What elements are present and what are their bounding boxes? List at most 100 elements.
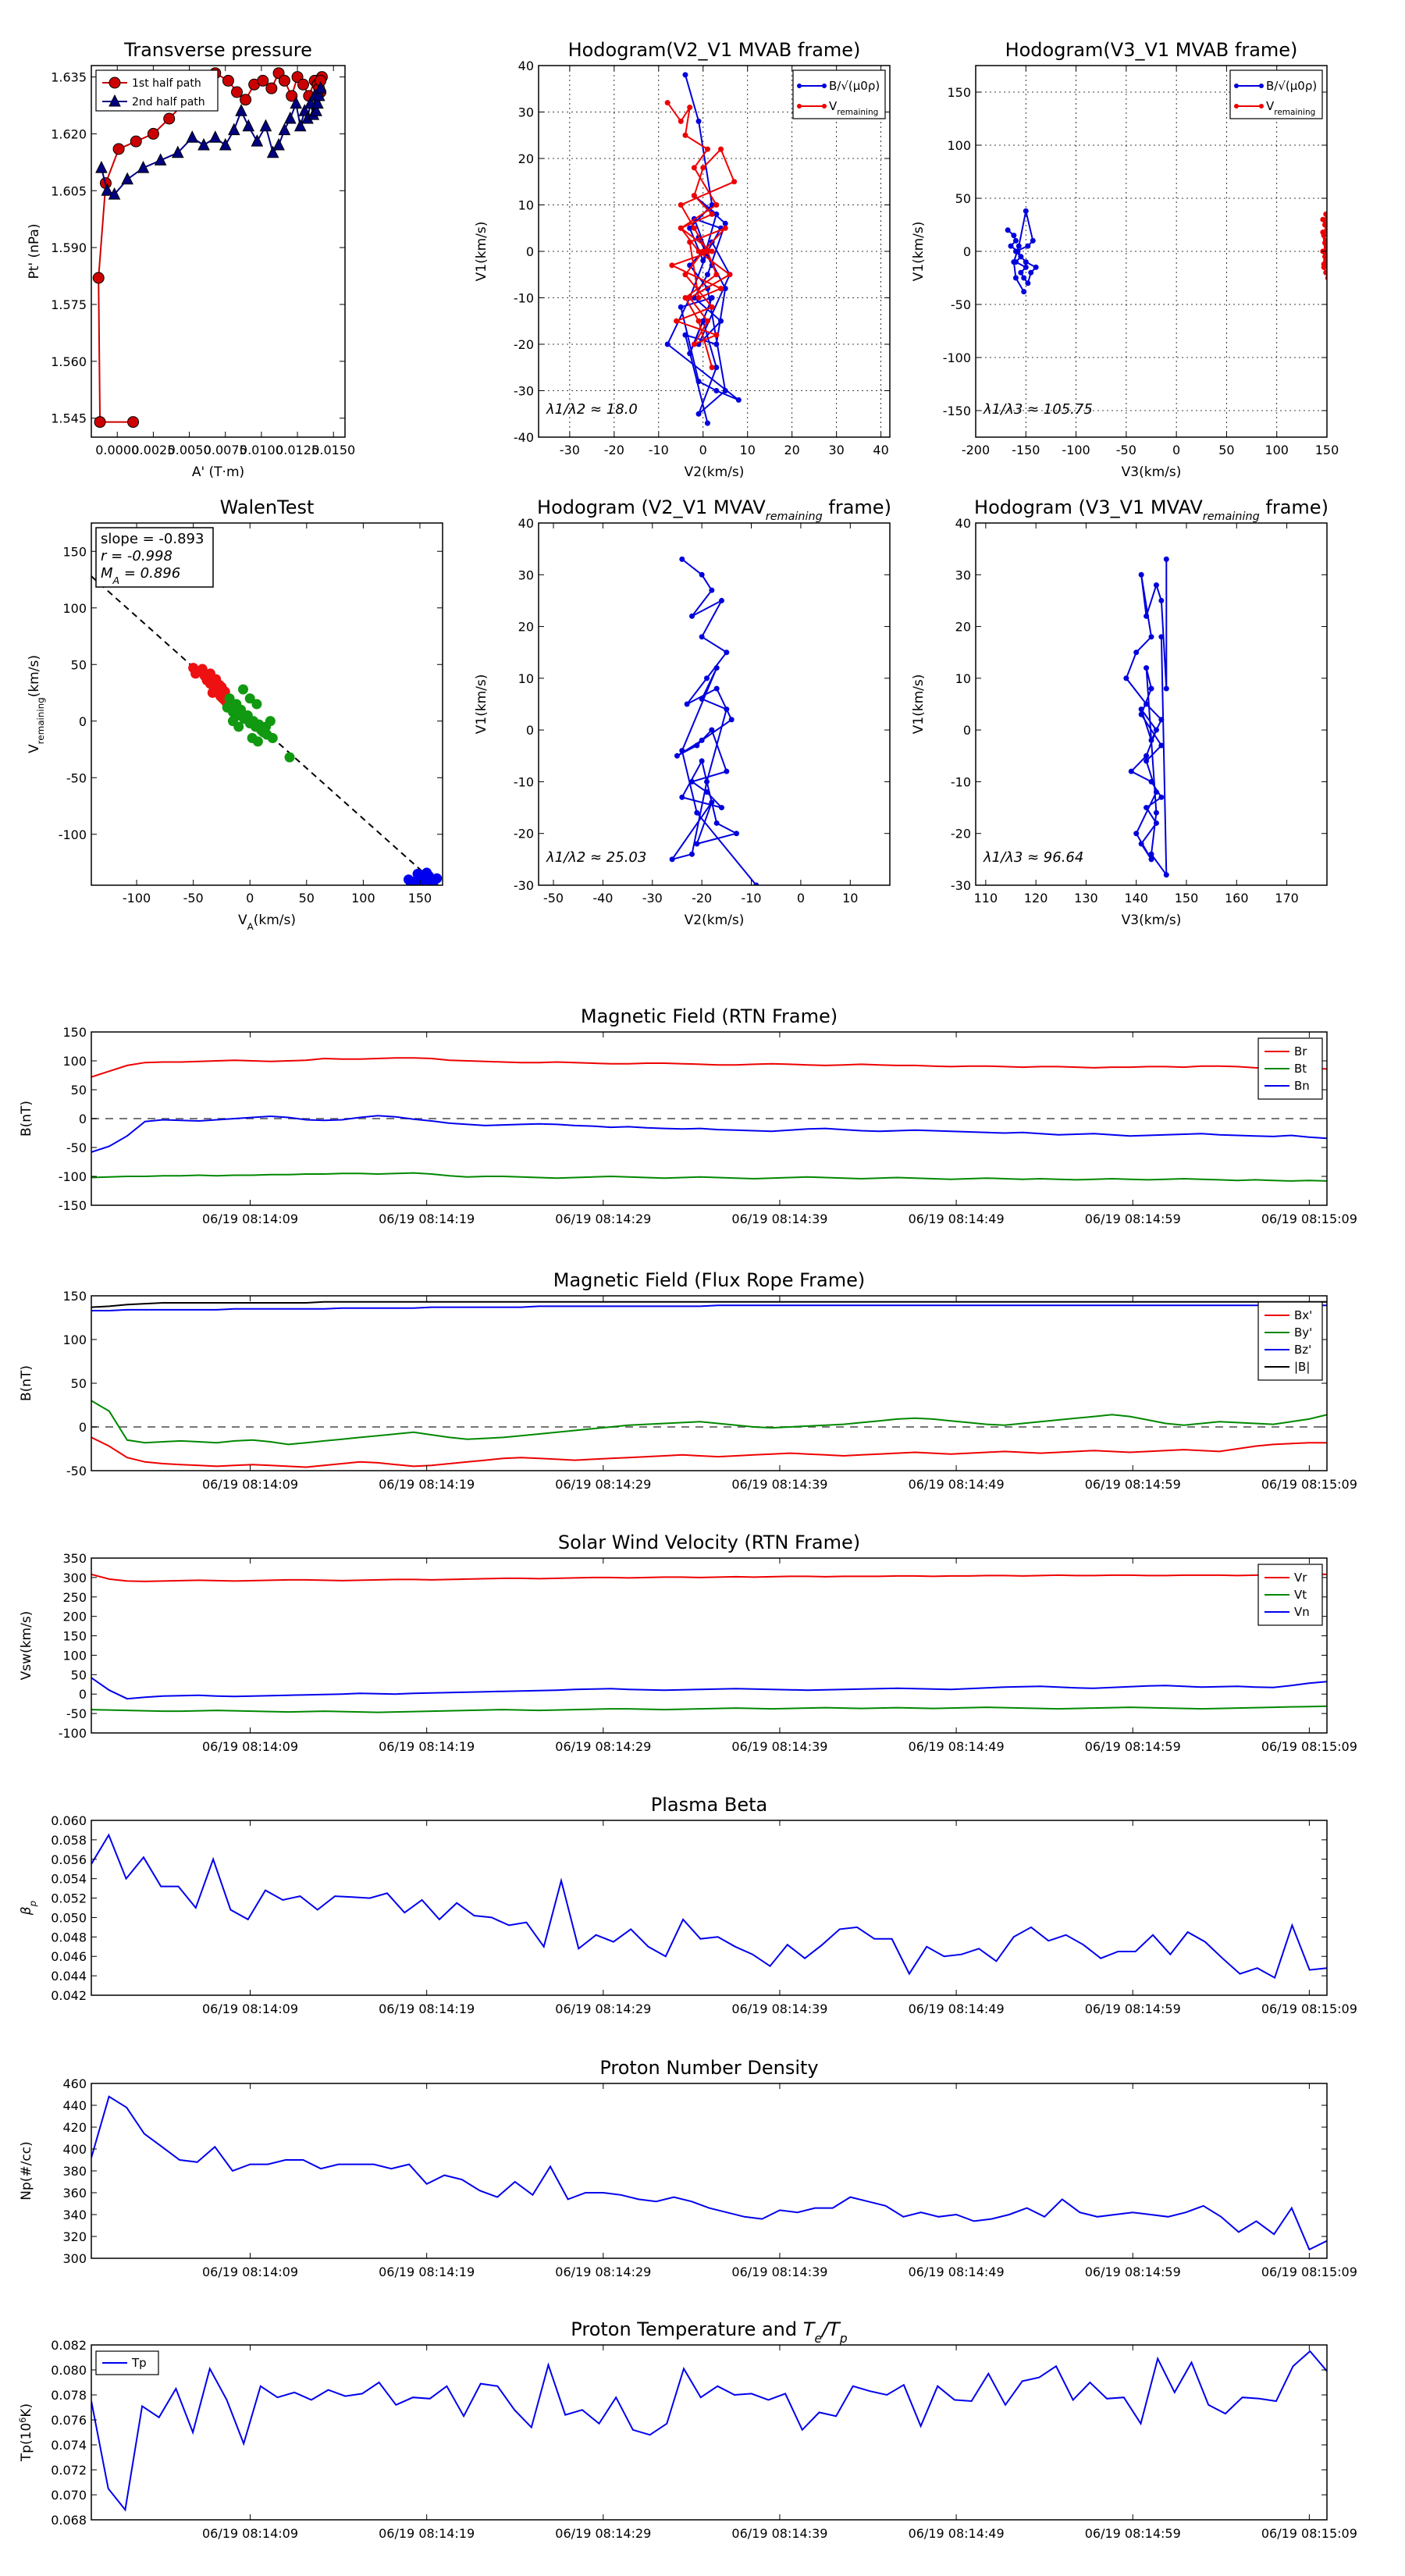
x-tick-label: 0.0125 xyxy=(276,443,319,457)
y-axis-label: Vsw(km/s) xyxy=(19,1611,34,1681)
data-point xyxy=(1025,243,1031,249)
legend-label: Bt xyxy=(1294,1062,1307,1076)
y-tick-label: 40 xyxy=(518,59,534,73)
data-point xyxy=(724,706,730,713)
data-point xyxy=(695,118,702,124)
time-tick-label: 06/19 08:14:19 xyxy=(379,2265,475,2279)
y-tick-label: 30 xyxy=(518,105,534,120)
x-tick-label: -50 xyxy=(183,891,204,906)
x-tick-label: 140 xyxy=(1124,891,1148,906)
data-point xyxy=(704,146,710,152)
walen-test-chart: -100 -50 0 50 100 150 -100 -50 0 50 100 150 WalenTes… xyxy=(27,496,443,932)
legend-label: Vremaining xyxy=(1266,99,1315,117)
legend-marker xyxy=(1259,104,1264,109)
data-point xyxy=(1138,711,1144,717)
x-tick-label: 150 xyxy=(1175,891,1199,906)
data-point xyxy=(1158,742,1165,749)
data-point xyxy=(713,665,720,671)
plot-frame xyxy=(91,2344,1328,2521)
eigenvalue-ratio-label: λ1/λ3 ≈ 96.64 xyxy=(983,849,1083,866)
magnetic-field-flux-rope-chart: 06/19 08:14:09 06/19 08:14:19 06/19 08:14:… xyxy=(19,1269,1357,1492)
y-axis-label: Vremaining(km/s) xyxy=(27,655,46,753)
y-tick-label: 460 xyxy=(62,2076,87,2091)
data-point xyxy=(251,699,262,710)
plot-area xyxy=(91,1057,1327,1182)
plot-frame xyxy=(91,522,443,886)
data-point xyxy=(1018,254,1024,260)
data-point xyxy=(699,696,705,702)
data-point xyxy=(1148,856,1154,863)
x-tick-label: -100 xyxy=(1062,443,1090,457)
plot-area xyxy=(1123,556,1169,878)
y-tick-label: 1.635 xyxy=(51,70,87,85)
data-point xyxy=(682,72,688,78)
data-point xyxy=(112,143,125,155)
data-point xyxy=(1148,634,1154,640)
y-axis-label: Np(#/cc) xyxy=(19,2141,34,2200)
data-point xyxy=(1163,556,1169,562)
data-point xyxy=(154,153,167,165)
data-point xyxy=(709,727,715,733)
time-tick-label: 06/19 08:14:19 xyxy=(379,2526,475,2541)
legend-marker xyxy=(797,84,802,88)
data-point xyxy=(1321,222,1327,228)
legend: 1st half path 2nd half path xyxy=(95,69,219,112)
data-point xyxy=(700,258,706,264)
data-point xyxy=(713,202,720,208)
legend-frame xyxy=(792,69,886,119)
plot-frame xyxy=(91,1557,1328,1734)
data-point xyxy=(679,794,685,800)
y-tick-label: 420 xyxy=(62,2120,87,2135)
y-tick-label: 1.545 xyxy=(51,411,87,426)
time-tick-label: 06/19 08:14:39 xyxy=(731,2526,827,2541)
y-tick-label: 150 xyxy=(947,85,971,100)
legend-label: By' xyxy=(1294,1325,1312,1340)
data-point xyxy=(171,145,184,158)
data-point xyxy=(1138,706,1144,713)
y-tick-label: 20 xyxy=(518,620,534,635)
y-tick-label: 0 xyxy=(79,1420,87,1435)
x-tick-label: 0.0100 xyxy=(240,443,283,457)
y-tick-label: 0 xyxy=(79,1112,87,1126)
data-point xyxy=(1144,753,1150,759)
data-point xyxy=(682,295,688,301)
data-point xyxy=(678,118,684,124)
data-point xyxy=(700,248,706,254)
data-point xyxy=(688,613,695,619)
series-line-bz xyxy=(91,1304,1327,1311)
time-tick-label: 06/19 08:14:49 xyxy=(909,1739,1005,1754)
time-tick-label: 06/19 08:14:09 xyxy=(202,1739,298,1754)
x-tick-label: 0 xyxy=(1172,443,1180,457)
y-tick-label: 100 xyxy=(62,1332,87,1347)
data-point xyxy=(704,318,710,324)
data-point xyxy=(664,100,670,106)
data-point xyxy=(1144,758,1150,764)
data-point xyxy=(713,685,720,692)
legend-label: Vr xyxy=(1294,1571,1307,1585)
data-point xyxy=(121,172,133,185)
data-point xyxy=(734,831,740,837)
data-point xyxy=(694,841,700,847)
data-point xyxy=(228,123,240,136)
data-point xyxy=(1158,597,1165,603)
data-point xyxy=(1158,794,1165,800)
data-point xyxy=(709,295,715,301)
series-line xyxy=(98,71,323,423)
data-point xyxy=(1148,851,1154,857)
y-tick-label: 0 xyxy=(79,1687,87,1702)
series-b-0- xyxy=(1005,208,1039,295)
y-axis-label: Pt' (nPa) xyxy=(27,224,42,279)
plot-area xyxy=(91,1573,1327,1713)
data-point xyxy=(664,341,670,347)
data-point xyxy=(713,272,720,278)
data-point xyxy=(1138,571,1144,578)
plot-area xyxy=(669,556,759,885)
data-point xyxy=(713,211,720,217)
data-point xyxy=(405,877,416,885)
x-tick-label: -10 xyxy=(741,891,761,906)
plot-area xyxy=(91,2350,1327,2512)
x-tick-label: -20 xyxy=(692,891,712,906)
y-tick-label: 50 xyxy=(71,1667,87,1682)
data-point xyxy=(130,135,142,148)
data-point xyxy=(713,820,720,826)
